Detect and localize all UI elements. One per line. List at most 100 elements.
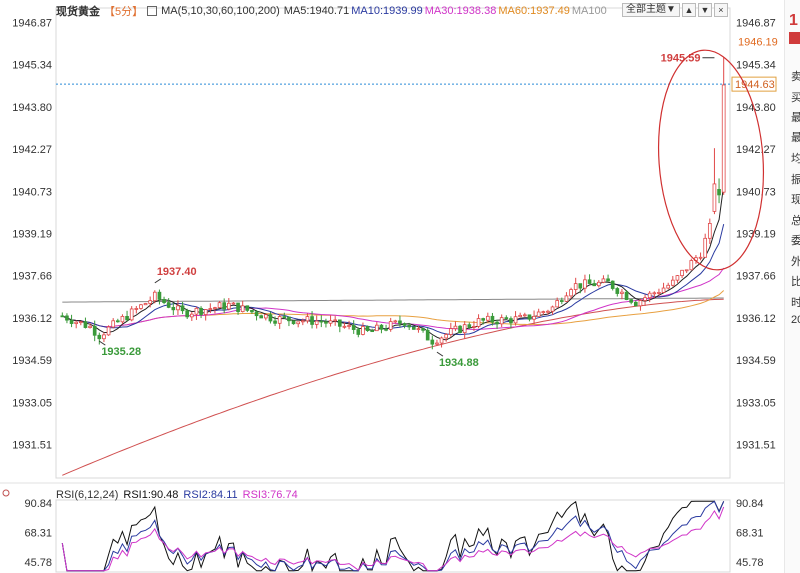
sidebar-label: 均: [791, 153, 800, 165]
candle-body: [60, 315, 65, 318]
period-label[interactable]: 【5分】: [104, 6, 144, 18]
y-tick-left: 1939.19: [12, 229, 52, 241]
chevron-up-icon[interactable]: ▲: [681, 3, 696, 17]
y-tick-left: 1936.12: [12, 313, 52, 325]
candle-body: [273, 320, 277, 324]
candle-body: [199, 307, 203, 315]
rsi-y-tick-right: 68.31: [736, 527, 764, 539]
rsi-y-tick-right: 90.84: [736, 498, 764, 510]
candle-body: [485, 315, 490, 321]
y-tick-right: 1936.12: [736, 313, 776, 325]
close-icon[interactable]: ×: [713, 3, 728, 17]
settings-gear-icon: [2, 489, 10, 497]
annotation-label: 1945.59: [661, 53, 701, 65]
y-tick-right: 1937.66: [736, 271, 776, 283]
candle-body: [721, 84, 726, 193]
candle-body: [180, 305, 185, 312]
candle-body: [291, 320, 296, 325]
y-tick-left: 1933.05: [12, 397, 52, 409]
candle-body: [643, 297, 647, 301]
candle-body: [189, 313, 194, 318]
candle-body: [472, 326, 476, 328]
candle-body: [527, 314, 532, 320]
candle-body: [712, 183, 717, 212]
candle-body: [287, 316, 291, 322]
instrument-name: 现货黄金: [56, 6, 100, 18]
ma5-line: [62, 185, 725, 341]
candle-body: [629, 299, 634, 303]
candle-body: [370, 330, 375, 333]
chevron-down-icon[interactable]: ▼: [697, 3, 712, 17]
candle-body: [115, 320, 120, 323]
candle-body: [532, 315, 536, 320]
y-tick-right: 1934.59: [736, 355, 776, 367]
candle-body: [324, 321, 328, 324]
candle-body: [185, 310, 190, 318]
indicator-icon[interactable]: [147, 6, 158, 16]
theme-dropdown[interactable]: 全部主题▼: [622, 3, 680, 17]
candle-body: [74, 321, 79, 324]
rsi-y-tick-right: 45.78: [736, 557, 764, 569]
candle-body: [398, 320, 402, 324]
ma-value-label: MA30:1938.38: [424, 5, 497, 17]
candle-body: [347, 325, 351, 327]
candle-body: [176, 305, 180, 311]
candle-body: [92, 325, 97, 336]
candle-body: [550, 306, 555, 312]
candle-body: [365, 326, 370, 332]
candle-body: [652, 292, 657, 295]
candle-body: [106, 326, 111, 336]
candle-body: [97, 334, 102, 340]
candle-body: [615, 288, 620, 294]
sidebar-label: 买: [791, 92, 800, 104]
candle-body: [707, 223, 712, 239]
candle-body: [356, 329, 361, 335]
ma30-line: [62, 267, 725, 331]
sidebar-label: 比: [791, 276, 800, 288]
candle-body: [351, 325, 356, 330]
candle-body: [467, 324, 472, 328]
rsi-y-tick-left: 45.78: [24, 557, 52, 569]
candle-body: [647, 292, 652, 299]
candle-body: [384, 328, 388, 331]
y-tick-right: 1933.05: [736, 397, 776, 409]
y-tick-right: 1942.27: [736, 144, 776, 156]
candle-body: [661, 287, 666, 293]
ma200-line: [62, 298, 724, 476]
sidebar-big-label: 1: [789, 12, 798, 29]
candle-body: [670, 279, 675, 286]
candle-body: [504, 317, 509, 320]
candle-body: [476, 318, 481, 327]
annotation-leader: [99, 340, 106, 346]
y-tick-right: 1945.34: [736, 60, 776, 72]
ma10-line: [62, 223, 725, 336]
ma-params: MA(5,10,30,60,100,200): [161, 5, 280, 17]
candle-body: [374, 324, 379, 332]
sidebar-flag-icon[interactable]: [789, 32, 800, 44]
candle-body: [657, 292, 661, 294]
ma100-line: [62, 297, 724, 303]
candle-body: [328, 320, 333, 324]
candle-body: [245, 305, 250, 311]
ma-value-label: MA10:1939.99: [351, 5, 423, 17]
candle-body: [407, 324, 412, 328]
right-top-price-label: 1946.19: [738, 36, 778, 48]
ma-value-label: MA5:1940.71: [283, 5, 350, 17]
candle-body: [361, 326, 365, 335]
theme-controls: 全部主题▼ ▲ ▼ ×: [622, 3, 728, 17]
candle-body: [314, 320, 319, 325]
candle-body: [310, 316, 314, 325]
candle-body: [125, 316, 129, 321]
ma-value-label: MA100: [571, 5, 607, 17]
annotation-label: 1935.28: [101, 346, 141, 358]
candle-body: [573, 283, 578, 290]
candle-body: [698, 256, 703, 259]
candle-body: [157, 291, 162, 300]
y-tick-left: 1946.87: [12, 18, 52, 30]
candle-body: [69, 319, 74, 324]
candle-body: [689, 260, 694, 271]
ma-value-label: MA60:1937.49: [498, 5, 570, 17]
candle-body: [569, 289, 573, 297]
candle-body: [402, 323, 407, 326]
